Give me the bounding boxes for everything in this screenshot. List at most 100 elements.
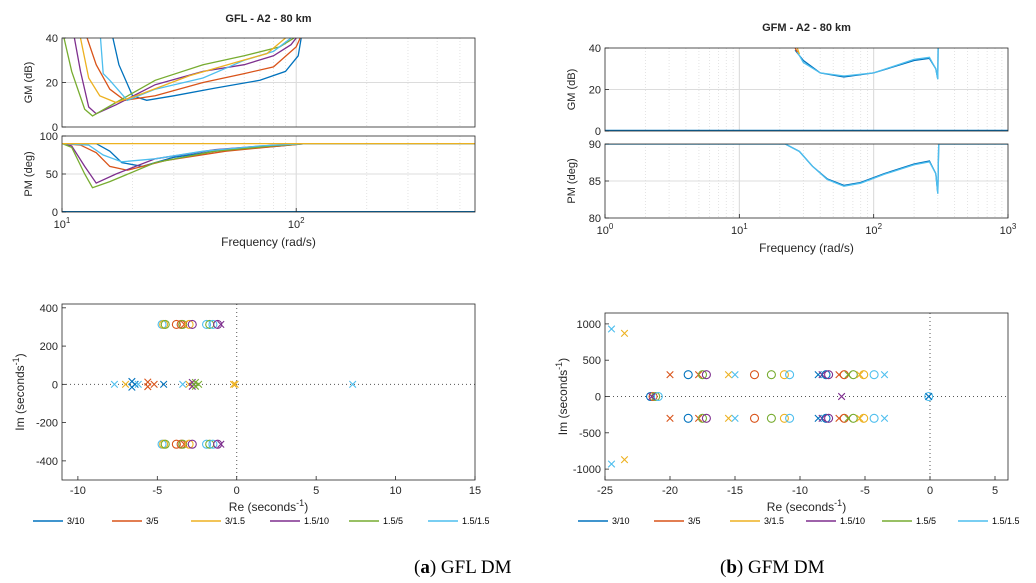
gfl-pzmap-xtick-label: 5 [313,485,319,497]
gfm-pzmap-zero-34 [749,413,760,423]
gfl-pzmap-zero-12 [213,319,223,330]
gfl-pzmap-pole-28 [110,380,119,389]
gfl-pzmap-pole-36 [150,380,158,389]
gfm-pzmap-zero-40 [821,413,831,423]
gfm-margins-panel-1-ylabel: PM (deg) [566,158,578,203]
gfm-margins-panel-0-ytick-label: 40 [589,43,601,55]
gfm-margins-title: GFM - A2 - 80 km [762,22,851,34]
gfl-pzmap-ytick-label: 200 [40,341,58,353]
gfl-pzmap-zero-8 [187,319,197,330]
gfl-pzmap-zero-5 [178,319,188,330]
gfl-pzmap-pole-13 [217,320,225,329]
gfm-pzmap-xtick-label: 0 [927,485,933,497]
gfm-margins-panel-1-ytick-label: 90 [589,139,601,151]
gfm-margins-xlabel: Frequency (rad/s) [759,241,854,255]
gfl-pzmap-xtick-label: 15 [469,485,481,497]
caption-a: (a) GFL DM [414,557,512,578]
gfm-pzmap-pole-10 [731,371,739,379]
gfm-margins-xtick-label: 101 [731,222,748,237]
gfl-pzmap-background [62,304,475,480]
gfm-pzmap-zero-36 [779,413,789,423]
gfm-pzmap-pole-1 [620,329,629,338]
gfm-pzmap-zero-41 [824,413,834,423]
gfl-margins-panel-0-series-1-5-5-3 [63,38,295,117]
legend-b-label-3-10: 3/10 [612,516,630,526]
gfl-pzmap-zero-25 [208,439,218,449]
gfl-pzmap-zero-11 [208,319,218,330]
gfm-pzmap-ytick-label: 500 [583,355,601,367]
gfl-pzmap-pole-27 [217,440,225,448]
gfl-margins-panel-1-ytick-label: 0 [52,207,58,219]
gfl-margins-panel-0-ytick-label: 0 [52,122,58,134]
gfm-pzmap-xtick-label: -10 [792,485,808,497]
gfl-margins-panel-0-ylabel: GM (dB) [23,62,35,104]
caption-b-text: GFM DM [743,557,825,578]
gfl-margins-xlabel: Frequency (rad/s) [221,235,316,249]
gfm-pzmap-pole-9 [724,371,733,379]
gfl-margins-panel-0-ytick-label: 40 [46,33,58,45]
gfl-pzmap-zero-21 [184,439,194,449]
gfm-margins-panel-1-ytick-label: 80 [589,213,601,225]
gfm-pzmap-zero-35 [766,413,776,423]
gfm-pzmap-pole-0 [607,325,616,333]
gfl-margins-title: GFL - A2 - 80 km [225,13,311,25]
gfm-pzmap-xtick-label: 5 [992,485,998,497]
gfm-pzmap-ytick-label: 0 [595,392,601,404]
gfm-pzmap-xtick-label: -25 [597,485,613,497]
gfm-margins-panel-0-ylabel: GM (dB) [566,69,578,111]
gfl-pzmap-xtick-label: 10 [389,485,401,497]
gfm-margins-panel-0-series-3-5-2 [794,48,798,53]
gfl-margins-panel-0-series-1-5-10-2 [73,38,297,115]
legend-a-label-3-1-5: 3/1.5 [225,516,245,526]
caption-b: (b) GFM DM [720,557,825,578]
gfl-pzmap-zero-17 [171,439,181,449]
gfm-pzmap-xtick-label: -20 [662,485,678,497]
gfm-pzmap-pole-55 [837,392,846,401]
gfl-pzmap-pole-35 [144,382,152,391]
gfm-pzmap-ylabel: Im (seconds-1) [554,358,570,435]
gfl-margins-panel-1-ytick-label: 50 [46,169,58,181]
gfm-margins-panel-1-ytick-label: 85 [589,176,601,188]
gfl-pzmap-pole-29 [121,380,130,389]
gfm-margins-panel-0-series-1-5-1-5-1 [795,48,939,80]
gfl-pzmap-zero-2 [160,319,170,330]
gfm-pzmap-pole-26 [880,371,889,379]
gfm-pzmap-zero-22 [848,370,858,380]
gfm-pzmap-xlabel: Re (seconds-1) [767,498,846,514]
gfl-pzmap-pole-20 [180,440,189,448]
gfm-pzmap-zero-47 [859,413,869,423]
gfm-pzmap-zero-31 [701,413,711,423]
gfl-pzmap-zero-23 [202,439,212,449]
gfm-pzmap-zero-37 [785,413,795,423]
gfl-margins-panel-0-ytick-label: 20 [46,78,58,90]
gfl-pzmap-pole-47 [348,380,357,389]
gfl-pzmap-ylabel: Im (seconds-1) [11,353,27,430]
gfl-pzmap-pole-45 [229,380,238,389]
gfl-pzmap-ytick-label: -400 [36,456,58,468]
gfm-pzmap-zero-12 [766,370,776,380]
gfm-margins-panel-0-ytick-label: 20 [589,85,601,97]
gfl-pzmap-zero-22 [187,439,197,449]
gfm-margins-panel-0-ytick-label: 0 [595,126,601,138]
gfm-pzmap-zero-30 [697,413,708,423]
gfm-pzmap-pole-3 [620,455,629,464]
gfm-pzmap-zero-17 [821,370,831,380]
gfl-pzmap-zero-9 [202,319,212,330]
gfl-pzmap-axes-box [61,303,476,481]
gfm-margins-xtick-label: 103 [1000,222,1017,237]
gfl-margins-panel-1-ytick-label: 100 [40,131,58,143]
legend-b-label-1-5-10: 1.5/10 [840,516,865,526]
gfl-margins-panel-0-series-3-1-5-5 [79,38,286,104]
gfm-pzmap-ytick-label: 1000 [577,319,601,331]
gfm-margins-panel-1-series-1-5-1-5-1 [605,144,1008,194]
gfm-pzmap-pole-54 [648,392,656,401]
gfl-pzmap-pole-33 [134,380,142,389]
gfm-pzmap-zero-45 [848,413,858,423]
legend-a-label-1-5-1-5: 1.5/1.5 [462,516,490,526]
gfm-pzmap-xtick-label: -5 [860,485,870,497]
gfm-pzmap-pole-33 [731,414,739,422]
gfm-pzmap-zero-13 [779,370,789,380]
gfl-pzmap-pole-6 [180,320,189,329]
gfm-pzmap-pole-49 [880,414,889,422]
